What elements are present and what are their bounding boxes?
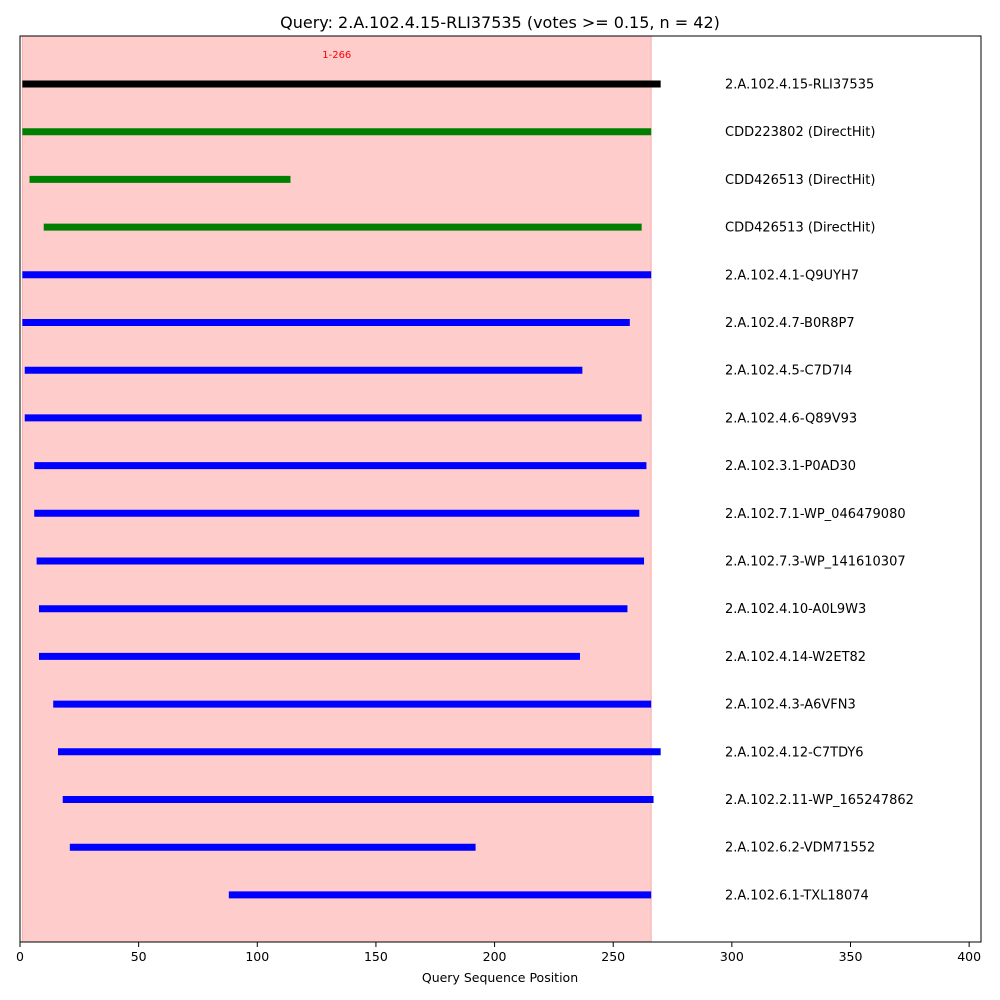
row-label: 2.A.102.6.2-VDM71552 [725,841,875,856]
x-tick-label: 350 [839,949,863,964]
row-label: 2.A.102.4.6-Q89V93 [725,411,857,426]
x-tick-label: 50 [131,949,147,964]
x-axis-label: Query Sequence Position [422,970,578,985]
x-tick-label: 200 [483,949,507,964]
row-label: 2.A.102.4.3-A6VFN3 [725,698,856,713]
row-label: 2.A.102.6.1-TXL18074 [725,888,869,903]
row-label: 2.A.102.4.7-B0R8P7 [725,316,855,331]
plot-area: 1-266 2.A.102.4.15-RLI37535 CDD223802 (Dir… [16,35,982,964]
row-label: CDD223802 (DirectHit) [725,125,875,140]
row-label: 2.A.102.4.12-C7TDY6 [725,745,864,760]
x-tick-label: 0 [16,949,24,964]
plot-frame [19,35,982,943]
x-tick-label: 300 [720,949,744,964]
x-tick-label: 150 [364,949,388,964]
row-label: 2.A.102.3.1-P0AD30 [725,459,856,474]
chart-title: Query: 2.A.102.4.15-RLI37535 (votes >= 0… [280,13,720,32]
row-label: 2.A.102.4.14-W2ET82 [725,650,866,665]
highlight-region [21,35,652,943]
x-tick-label: 250 [601,949,625,964]
row-label: 2.A.102.4.1-Q9UYH7 [725,268,859,283]
x-tick-label: 100 [245,949,269,964]
row-label: CDD426513 (DirectHit) [725,221,875,236]
row-label: 2.A.102.4.5-C7D7I4 [725,364,852,379]
row-label: CDD426513 (DirectHit) [725,173,875,188]
row-label: 2.A.102.7.3-WP_141610307 [725,555,906,570]
highlight-region-label: 1-266 [322,50,351,61]
row-label: 2.A.102.7.1-WP_046479080 [725,507,906,522]
row-label: 2.A.102.4.15-RLI37535 [725,78,874,93]
row-label: 2.A.102.4.10-A0L9W3 [725,602,866,617]
row-label: 2.A.102.2.11-WP_165247862 [725,793,914,808]
x-tick-label: 400 [957,949,981,964]
